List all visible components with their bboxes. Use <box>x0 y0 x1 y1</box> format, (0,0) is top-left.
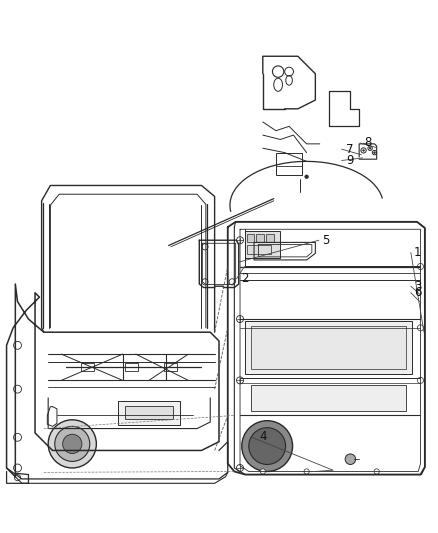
Text: 1: 1 <box>413 246 421 259</box>
Text: 7: 7 <box>346 143 353 156</box>
Circle shape <box>305 175 308 179</box>
Circle shape <box>369 147 371 149</box>
Text: 6: 6 <box>414 286 422 300</box>
Circle shape <box>14 433 21 441</box>
Text: 9: 9 <box>346 154 353 167</box>
Circle shape <box>202 244 208 250</box>
Text: 2: 2 <box>240 272 248 285</box>
Bar <box>118 401 180 425</box>
Circle shape <box>14 464 21 472</box>
Circle shape <box>304 469 309 474</box>
Circle shape <box>14 474 21 481</box>
Bar <box>251 326 406 369</box>
Bar <box>245 321 412 374</box>
Bar <box>164 364 177 371</box>
Bar <box>251 385 406 411</box>
Bar <box>256 233 264 243</box>
Circle shape <box>237 377 244 384</box>
Bar <box>247 245 271 254</box>
Circle shape <box>417 263 424 270</box>
Circle shape <box>345 454 356 464</box>
Bar <box>81 364 94 371</box>
Circle shape <box>55 426 90 462</box>
Circle shape <box>237 464 244 472</box>
Circle shape <box>363 150 364 151</box>
Circle shape <box>63 434 82 454</box>
Circle shape <box>237 316 244 322</box>
Circle shape <box>229 279 235 285</box>
Bar <box>245 231 280 258</box>
Text: 8: 8 <box>364 136 371 149</box>
Bar <box>125 406 173 419</box>
Circle shape <box>417 377 424 383</box>
Circle shape <box>242 421 293 472</box>
Circle shape <box>260 469 265 474</box>
Text: 3: 3 <box>415 280 422 293</box>
Bar <box>276 152 302 174</box>
Circle shape <box>249 427 286 464</box>
Bar <box>266 233 274 243</box>
Circle shape <box>417 325 424 331</box>
Text: 5: 5 <box>323 233 330 247</box>
Circle shape <box>14 342 21 349</box>
Circle shape <box>374 152 375 154</box>
Circle shape <box>202 279 208 285</box>
Bar <box>125 364 138 371</box>
Circle shape <box>374 469 379 474</box>
Circle shape <box>48 420 96 468</box>
Bar <box>247 233 254 243</box>
Text: 4: 4 <box>259 430 267 442</box>
Circle shape <box>14 385 21 393</box>
Circle shape <box>237 237 244 244</box>
